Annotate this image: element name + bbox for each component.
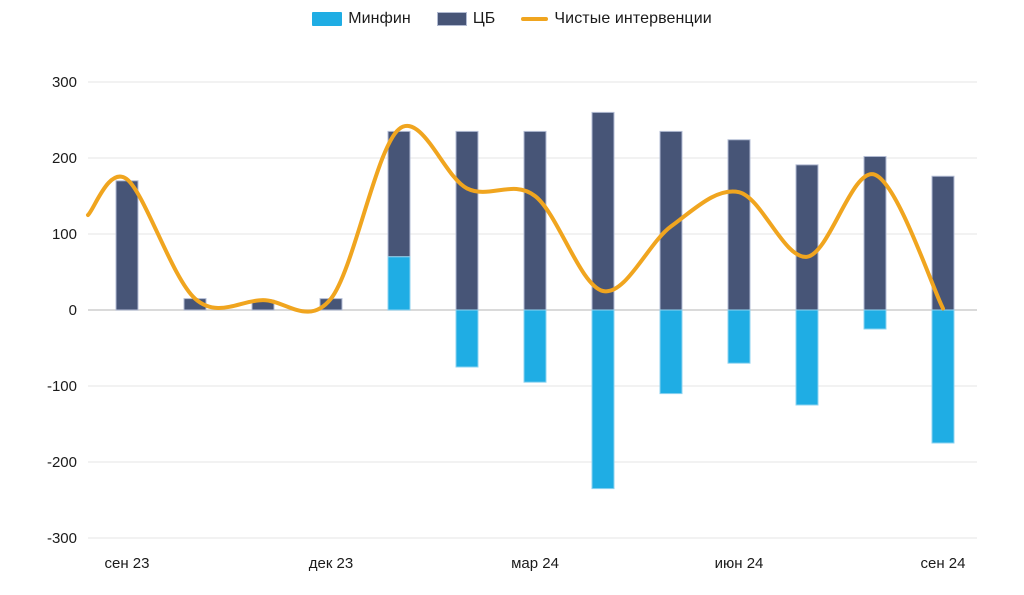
y-tick-label: 200 xyxy=(52,150,77,167)
x-axis-label: сен 23 xyxy=(105,555,150,572)
bar-minfin-мар 24 xyxy=(523,309,547,383)
bar-minfin-авг 24 xyxy=(863,309,887,330)
legend-item-cb: ЦБ xyxy=(436,10,496,28)
legend-item-net-interventions: Чистые интервенции xyxy=(521,10,712,28)
y-tick-label: -300 xyxy=(47,530,77,547)
minfin-swatch-icon xyxy=(312,12,343,26)
legend-label-cb: ЦБ xyxy=(472,10,496,27)
bar-cb-июн 24 xyxy=(727,139,751,311)
legend-item-minfin: Минфин xyxy=(312,10,411,28)
bar-cb-июл 24 xyxy=(795,164,819,311)
x-axis-label: мар 24 xyxy=(511,555,559,572)
bar-cb-янв 24 xyxy=(387,130,411,258)
y-tick-label: -100 xyxy=(47,378,77,395)
x-axis-label: дек 23 xyxy=(309,555,354,572)
net-interventions-line-icon xyxy=(521,17,549,21)
bar-minfin-май 24 xyxy=(659,309,683,395)
bar-cb-фев 24 xyxy=(455,130,479,311)
bar-minfin-апр 24 xyxy=(591,309,615,490)
bar-cb-сен 23 xyxy=(115,180,139,311)
bar-cb-мар 24 xyxy=(523,130,547,311)
legend-label-net-interventions: Чистые интервенции xyxy=(554,10,712,27)
bar-minfin-июн 24 xyxy=(727,309,751,364)
cb-swatch-icon xyxy=(436,12,467,26)
bar-minfin-фев 24 xyxy=(455,309,479,368)
y-tick-label: 300 xyxy=(52,74,77,91)
chart-legend: Минфин ЦБ Чистые интервенции xyxy=(0,10,1024,28)
bar-minfin-янв 24 xyxy=(387,256,411,311)
x-axis-label: сен 24 xyxy=(921,555,966,572)
x-axis-label: июн 24 xyxy=(715,555,764,572)
bar-cb-апр 24 xyxy=(591,111,615,311)
bar-minfin-июл 24 xyxy=(795,309,819,406)
y-tick-label: 100 xyxy=(52,226,77,243)
legend-label-minfin: Минфин xyxy=(348,10,411,27)
y-tick-label: 0 xyxy=(69,302,77,319)
bar-minfin-сен 24 xyxy=(931,309,955,444)
y-tick-label: -200 xyxy=(47,454,77,471)
net-interventions-line xyxy=(86,124,945,314)
